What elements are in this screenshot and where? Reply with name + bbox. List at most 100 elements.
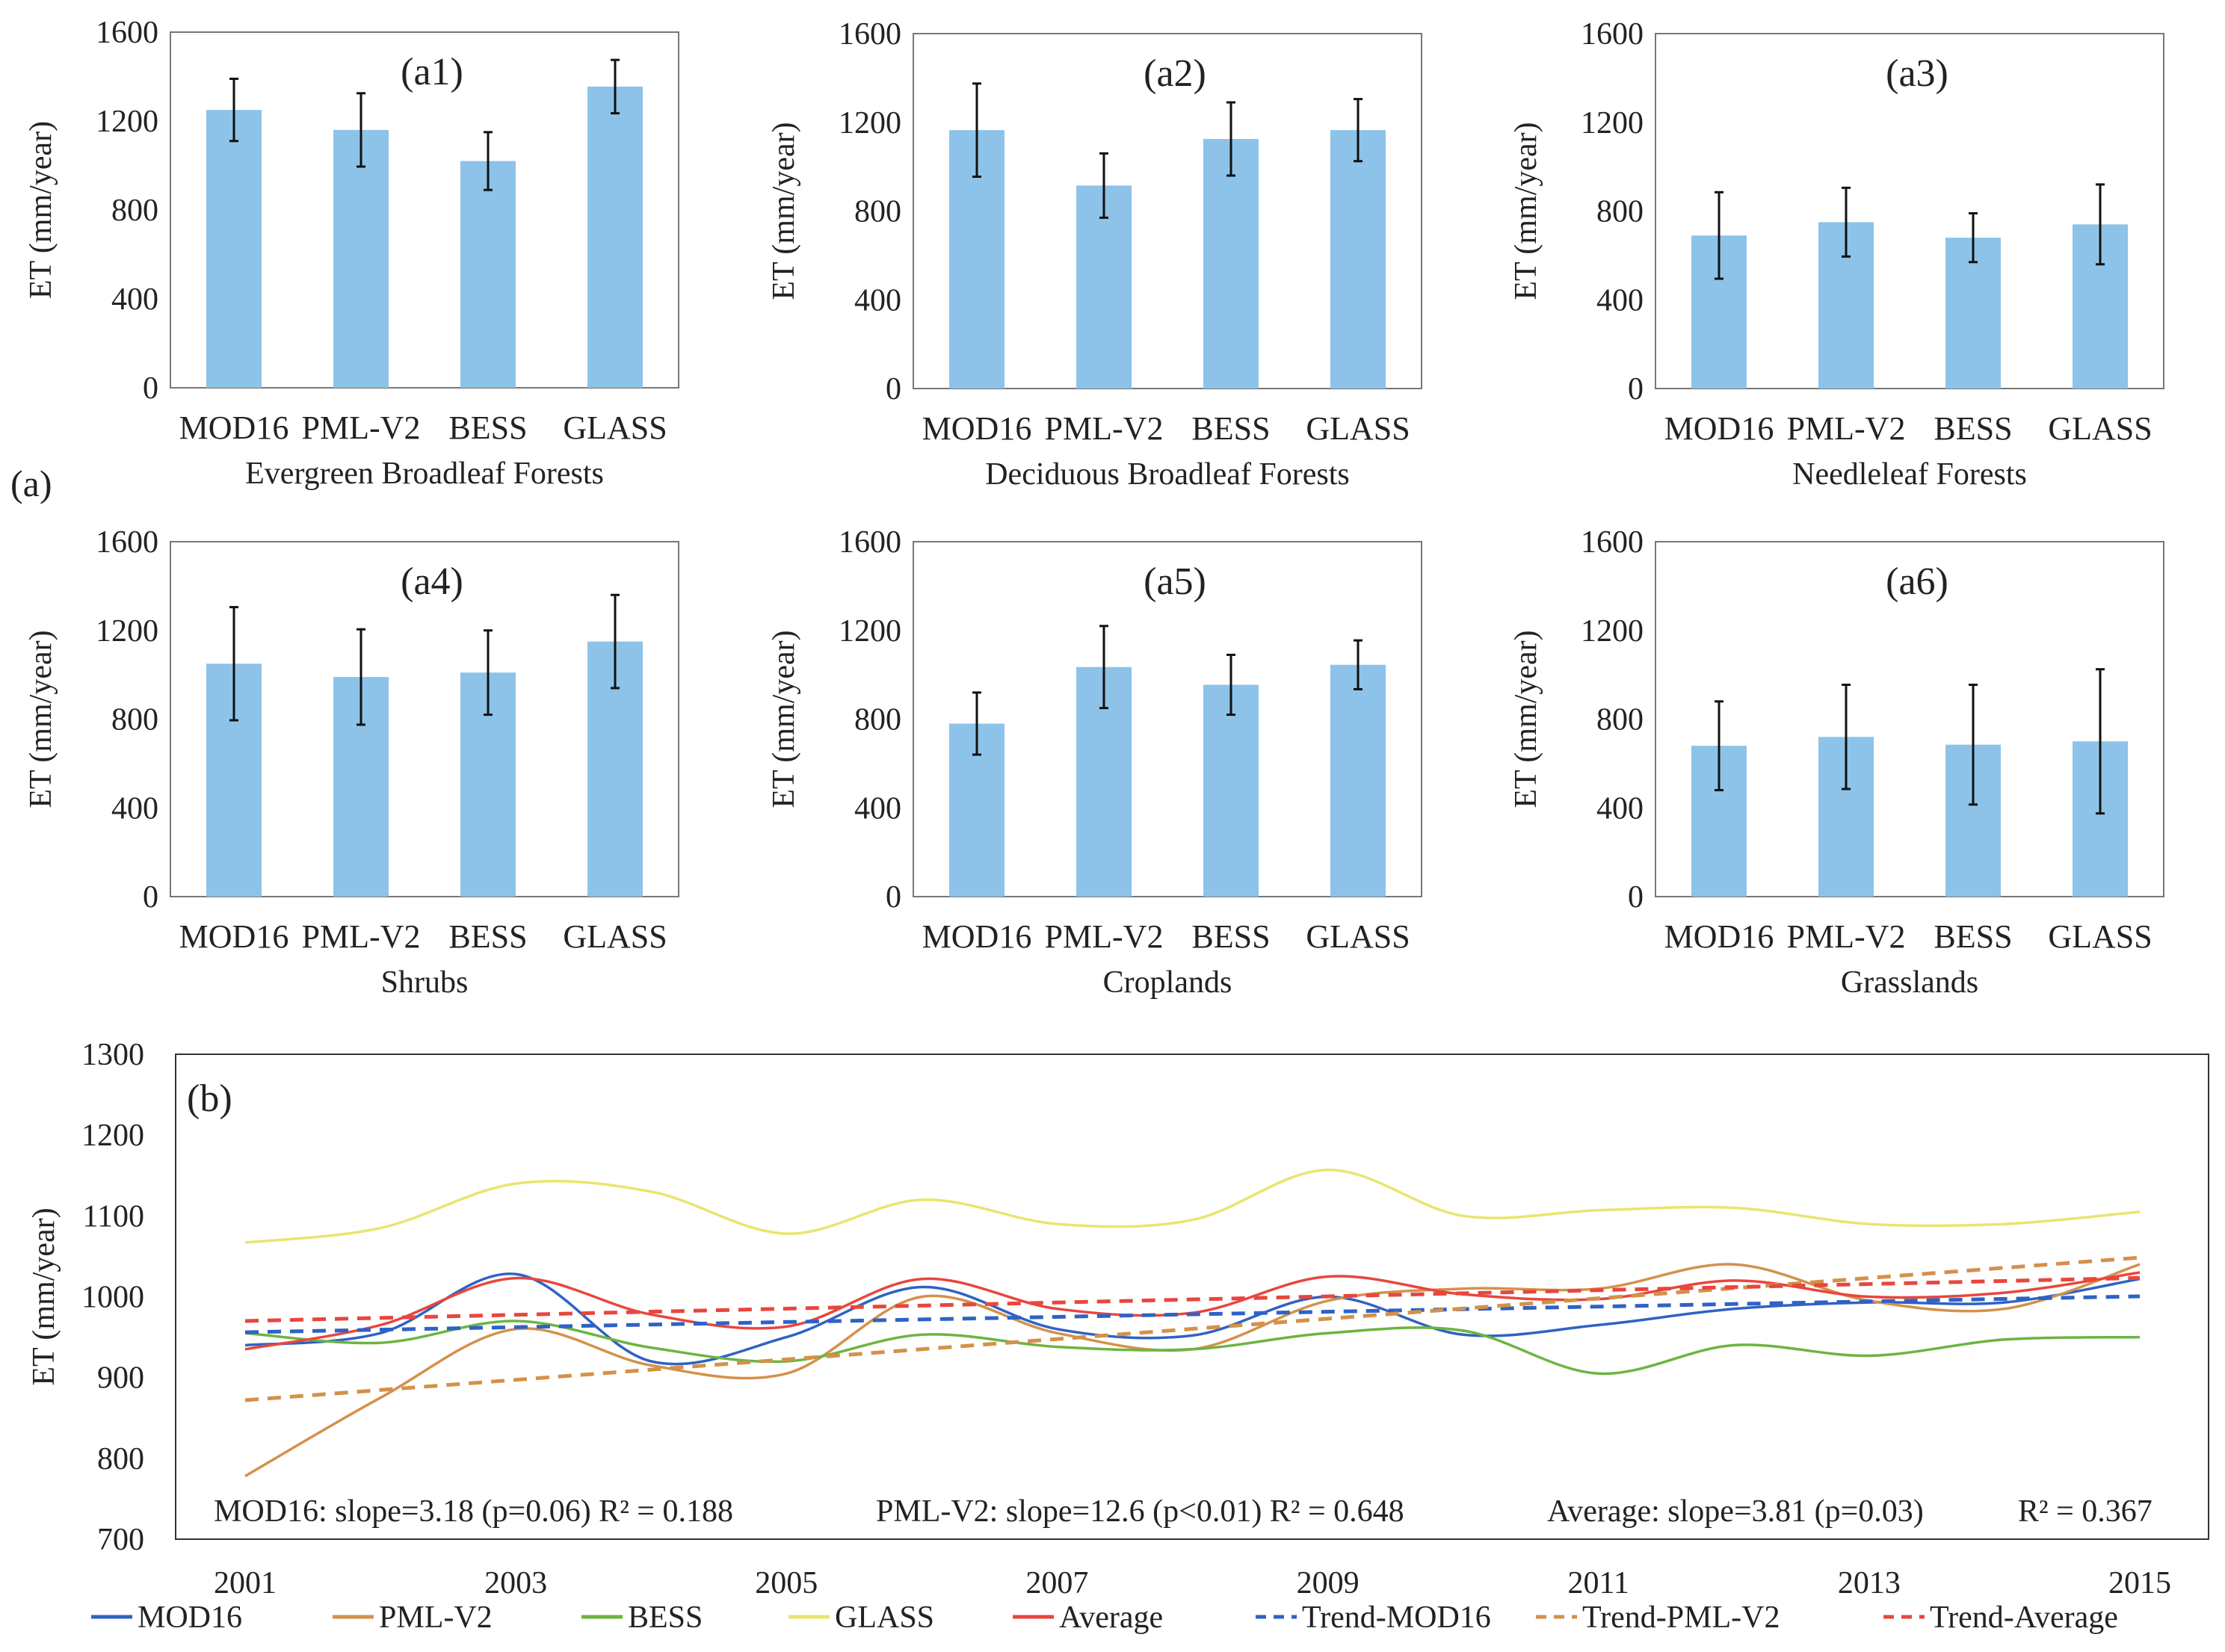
y-tick-label: 900: [97, 1361, 144, 1396]
y-axis-label: ET (mm/year): [24, 121, 58, 299]
y-tick-label: 1600: [839, 17, 901, 52]
legend-label: BESS: [628, 1600, 703, 1635]
y-axis-label: ET (mm/year): [24, 630, 58, 808]
y-tick-label: 400: [1596, 791, 1644, 826]
y-tick-label: 800: [111, 703, 158, 737]
x-category-label: MOD16: [922, 410, 1032, 447]
plot-frame: [1655, 33, 2164, 389]
x-category-label: PML-V2: [1787, 410, 1906, 447]
legend-item: Trend-PML-V2: [1536, 1600, 1780, 1635]
x-category-label: GLASS: [563, 409, 667, 446]
plot-frame: [913, 33, 1422, 389]
y-tick-label: 1600: [96, 525, 158, 560]
x-category-label: PML-V2: [1045, 410, 1164, 447]
y-tick-label: 1600: [96, 16, 158, 50]
x-tick-label: 2009: [1297, 1566, 1360, 1600]
legend-label: MOD16: [138, 1600, 242, 1635]
plot-frame: [175, 1054, 2209, 1540]
y-tick-label: 700: [97, 1523, 144, 1557]
chart-title: Deciduous Broadleaf Forests: [985, 457, 1350, 492]
x-category-label: GLASS: [1306, 410, 1410, 447]
x-tick-label: 2001: [214, 1566, 277, 1600]
legend-label: Trend-Average: [1930, 1600, 2118, 1635]
chart-title: Evergreen Broadleaf Forests: [245, 457, 604, 491]
legend-item: GLASS: [789, 1600, 934, 1635]
y-tick-label: 1200: [1581, 106, 1644, 140]
x-tick-label: 2003: [484, 1566, 547, 1600]
chart-title: Grasslands: [1841, 965, 1978, 1000]
panel-label: (a6): [1886, 560, 1948, 603]
x-category-label: GLASS: [2048, 410, 2152, 447]
legend-label: Trend-PML-V2: [1582, 1600, 1780, 1635]
y-tick-label: 400: [111, 282, 158, 317]
regression-annotation: PML-V2: slope=12.6 (p<0.01) R² = 0.648: [876, 1494, 1404, 1529]
y-tick-label: 1200: [839, 614, 901, 649]
chart-title: Needleleaf Forests: [1792, 457, 2027, 492]
y-tick-label: 1200: [96, 105, 158, 139]
x-category-label: BESS: [1191, 410, 1270, 447]
legend-item: BESS: [581, 1600, 703, 1635]
bar: [587, 86, 643, 388]
legend-label: PML-V2: [379, 1600, 493, 1635]
panel-label: (a2): [1144, 52, 1206, 95]
y-tick-label: 800: [111, 194, 158, 228]
plot-frame: [913, 541, 1422, 897]
y-tick-label: 400: [111, 791, 158, 826]
y-tick-label: 800: [854, 195, 901, 229]
series-line-average: [244, 1271, 2141, 1351]
y-axis-label: ET (mm/year): [1509, 630, 1543, 808]
x-tick-label: 2015: [2108, 1566, 2171, 1600]
chart-title: Croplands: [1103, 965, 1232, 1000]
series-line-trend-mod16: [244, 1294, 2141, 1334]
x-category-label: BESS: [448, 918, 527, 955]
bar: [1330, 130, 1386, 389]
y-tick-label: 0: [1628, 880, 1644, 915]
y-tick-label: 1200: [81, 1119, 144, 1153]
regression-annotation: R² = 0.367: [2018, 1494, 2153, 1529]
x-category-label: BESS: [448, 409, 527, 446]
bar-chart-a6: 0 400 800 1200 1600 MOD16 PML-V2 BESS GLASS (a6) G…: [1509, 525, 2164, 1000]
bar-chart-a5: 0 400 800 1200 1600 MOD16 PML-V2 BESS GLASS (a5) C…: [767, 525, 1422, 1000]
x-category-label: BESS: [1934, 410, 2012, 447]
y-tick-label: 0: [1628, 372, 1644, 406]
y-tick-label: 1300: [81, 1038, 144, 1072]
legend-item: Trend-Average: [1883, 1600, 2118, 1635]
bar: [1203, 684, 1259, 897]
y-tick-label: 1000: [81, 1281, 144, 1315]
x-category-label: MOD16: [1664, 410, 1774, 447]
plot-frame: [170, 31, 679, 389]
y-tick-label: 1600: [1581, 525, 1644, 560]
plot-frame: [1655, 541, 2164, 897]
y-axis-label: ET (mm/year): [27, 1207, 61, 1385]
x-category-label: MOD16: [1664, 918, 1774, 955]
x-category-label: MOD16: [179, 918, 289, 955]
y-tick-label: 0: [143, 880, 158, 915]
y-tick-label: 800: [1596, 195, 1644, 229]
y-tick-label: 1100: [83, 1199, 144, 1234]
bar-chart-a2: 0 400 800 1200 1600 MOD16 PML-V2 BESS GLASS (a2) D…: [767, 17, 1422, 492]
series-line-glass: [244, 1168, 2141, 1244]
bar: [1330, 664, 1386, 897]
panel-group-label: (a): [10, 463, 52, 504]
bar: [1203, 139, 1259, 389]
bar: [333, 129, 389, 388]
bar: [1076, 185, 1132, 389]
regression-annotation: MOD16: slope=3.18 (p=0.06) R² = 0.188: [214, 1494, 733, 1529]
y-tick-label: 0: [886, 880, 901, 915]
x-category-label: MOD16: [179, 409, 289, 446]
x-category-label: PML-V2: [1787, 918, 1906, 955]
line-chart-b: 700 800 900 1000 1100 1200 1300 2001 2003 2005 200…: [27, 1038, 2209, 1635]
y-axis-label: ET (mm/year): [767, 630, 801, 808]
y-tick-label: 400: [854, 283, 901, 318]
legend-item: Average: [1013, 1600, 1163, 1635]
chart-title: Shrubs: [381, 965, 469, 1000]
y-tick-label: 400: [1596, 283, 1644, 318]
y-tick-label: 1600: [839, 525, 901, 560]
x-tick-label: 2005: [755, 1566, 818, 1600]
y-tick-label: 800: [854, 703, 901, 737]
x-tick-label: 2011: [1567, 1566, 1629, 1600]
panel-label: (a3): [1886, 52, 1948, 95]
x-category-label: BESS: [1191, 918, 1270, 955]
x-category-label: GLASS: [1306, 918, 1410, 955]
